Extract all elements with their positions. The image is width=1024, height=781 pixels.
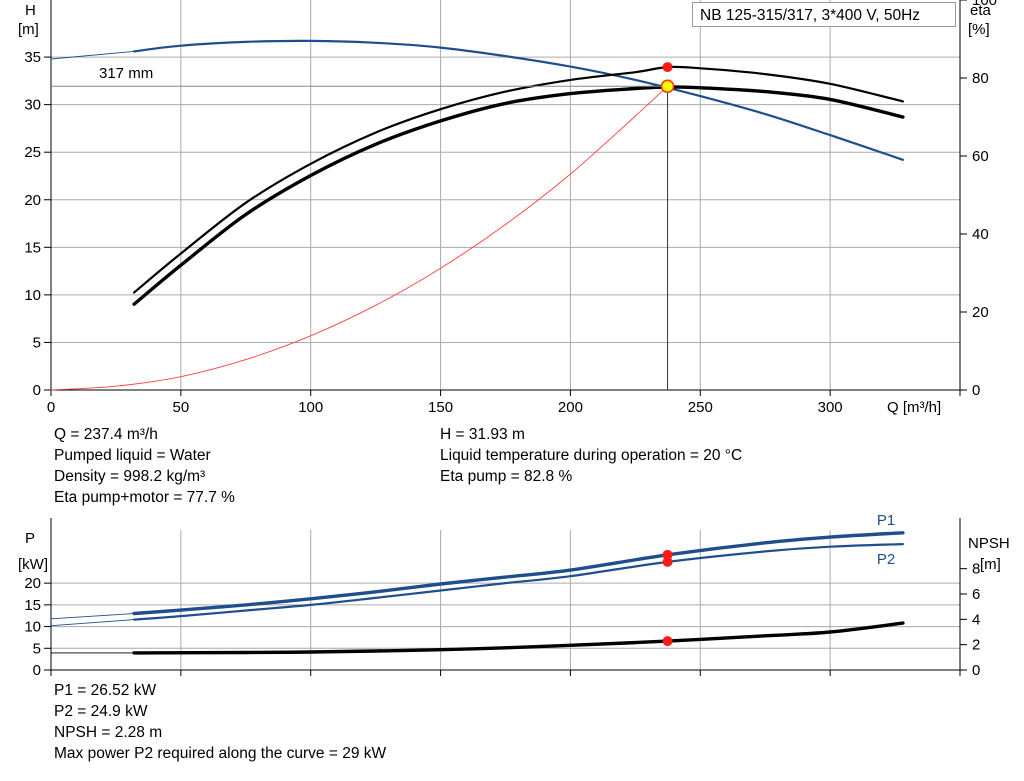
- power-npsh-right-tick-label: 0: [972, 662, 980, 679]
- power-npsh-series-label-p2: P2: [877, 551, 895, 568]
- head-efficiency-right-tick-label: 100: [972, 0, 997, 9]
- head-efficiency-left-tick-label: 20: [24, 192, 41, 209]
- power-npsh-series-p2: [133, 543, 904, 621]
- head-efficiency-x-tick-label: 100: [298, 399, 323, 416]
- head-efficiency-right-tick-label: 0: [972, 382, 980, 399]
- info-eta-pump-motor: Eta pump+motor = 77.7 %: [54, 489, 235, 506]
- head-efficiency-left-tick-label: 5: [33, 334, 41, 351]
- info-pumped-liquid: Pumped liquid = Water: [54, 447, 211, 464]
- power-npsh-right-axis-title: NPSH: [968, 535, 1010, 552]
- head-efficiency-x-tick-label: 0: [47, 399, 55, 416]
- head-efficiency-left-axis-title: H: [25, 2, 36, 19]
- power-npsh-left-tick-label: 0: [33, 662, 41, 679]
- duty-info-left: Q = 237.4 m³/h Pumped liquid = Water Den…: [54, 424, 235, 508]
- head-efficiency-op-duty-point: [660, 79, 675, 94]
- head-efficiency-left-tick-label: 10: [24, 287, 41, 304]
- duty-info-right: H = 31.93 m Liquid temperature during op…: [440, 424, 742, 487]
- power-npsh-op-p2: [662, 556, 673, 567]
- head-efficiency-series-eta-pump-motor: [132, 85, 905, 306]
- power-npsh-right-tick-label: 6: [972, 586, 980, 603]
- head-efficiency-left-tick-label: 15: [24, 239, 41, 256]
- power-npsh-right-axis-unit: [m]: [980, 556, 1001, 573]
- power-npsh-left-axis-title: P: [25, 530, 35, 547]
- info-p1: P1 = 26.52 kW: [54, 682, 157, 699]
- info-head: H = 31.93 m: [440, 426, 525, 443]
- power-npsh-left-tick-label: 15: [24, 597, 41, 614]
- power-npsh-op-p1: [662, 549, 673, 560]
- power-npsh-right-tick-label: 8: [972, 561, 980, 578]
- power-npsh-right-tick-label: 4: [972, 611, 980, 628]
- head-efficiency-right-axis-title: eta: [970, 2, 992, 19]
- power-info: P1 = 26.52 kW P2 = 24.9 kW NPSH = 2.28 m…: [54, 680, 386, 764]
- head-efficiency-series-system-curve: [50, 85, 669, 391]
- info-p2: P2 = 24.9 kW: [54, 703, 148, 720]
- head-efficiency-right-tick-label: 40: [972, 226, 989, 243]
- head-efficiency-left-tick-label: 0: [33, 382, 41, 399]
- head-efficiency-left-tick-label: 30: [24, 97, 41, 114]
- power-npsh-left-tick-label: 20: [24, 575, 41, 592]
- info-density: Density = 998.2 kg/m³: [54, 468, 206, 485]
- head-efficiency-left-tick-label: 25: [24, 144, 41, 161]
- head-efficiency-right-axis-unit: [%]: [968, 21, 990, 38]
- head-efficiency-x-axis-title: Q [m³/h]: [887, 399, 941, 416]
- power-npsh-series-p2-extension: [50, 619, 135, 627]
- power-npsh-series-npsh: [132, 621, 905, 655]
- head-efficiency-x-tick-label: 300: [818, 399, 843, 416]
- head-efficiency-x-tick-label: 250: [688, 399, 713, 416]
- info-eta-pump: Eta pump = 82.8 %: [440, 468, 573, 485]
- info-max-power: Max power P2 required along the curve = …: [54, 745, 387, 762]
- product-title: NB 125-315/317, 3*400 V, 50Hz: [700, 7, 921, 24]
- info-npsh: NPSH = 2.28 m: [54, 724, 163, 741]
- head-efficiency-op-eta-pump: [662, 62, 673, 73]
- product-title-box: NB 125-315/317, 3*400 V, 50Hz: [692, 2, 956, 27]
- power-npsh-left-axis-unit: [kW]: [18, 556, 48, 573]
- power-npsh-left-tick-label: 5: [33, 640, 41, 657]
- power-npsh-left-tick-label: 10: [24, 619, 41, 636]
- head-efficiency-left-axis-unit: [m]: [18, 21, 39, 38]
- power-npsh-series-p1-extension: [50, 613, 135, 620]
- head-efficiency-impeller-label: 317 mm: [99, 65, 153, 82]
- head-efficiency-x-tick-label: 50: [173, 399, 190, 416]
- head-efficiency-series-head: [133, 39, 904, 161]
- power-npsh-series-p1: [132, 531, 905, 616]
- info-flow: Q = 237.4 m³/h: [54, 426, 158, 443]
- head-efficiency-x-tick-label: 200: [558, 399, 583, 416]
- head-efficiency-right-tick-label: 60: [972, 148, 989, 165]
- head-efficiency-left-tick-label: 35: [24, 49, 41, 66]
- info-liquid-temperature: Liquid temperature during operation = 20…: [440, 447, 743, 464]
- power-npsh-op-npsh: [662, 636, 673, 647]
- head-efficiency-series-head-extension: [50, 50, 135, 60]
- head-efficiency-right-tick-label: 80: [972, 70, 989, 87]
- power-npsh-right-tick-label: 2: [972, 637, 980, 654]
- power-npsh-series-label-p1: P1: [877, 512, 895, 529]
- head-efficiency-x-tick-label: 150: [428, 399, 453, 416]
- head-efficiency-right-tick-label: 20: [972, 304, 989, 321]
